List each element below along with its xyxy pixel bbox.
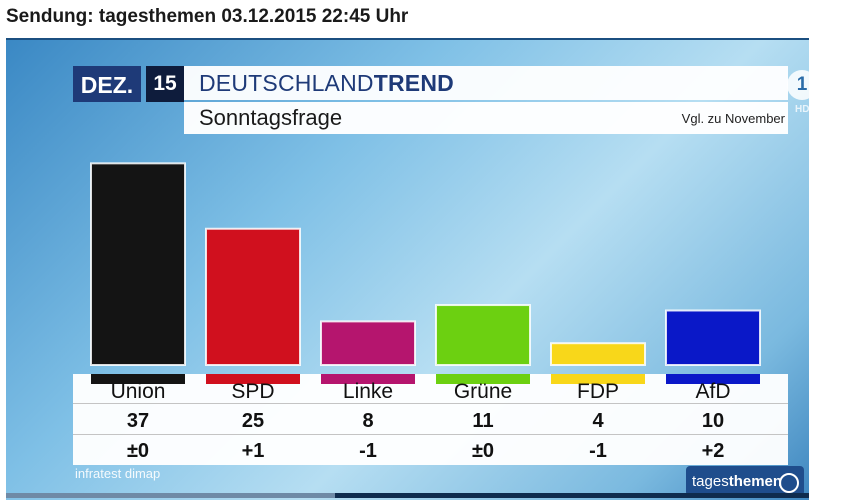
bar-chart: [90, 162, 761, 367]
video-progress-track[interactable]: [6, 493, 809, 498]
legend-strip-afd: [666, 374, 760, 384]
comparison-note: Vgl. zu November: [681, 111, 785, 126]
ard-ring-icon: [779, 473, 799, 493]
tagesthemen-logo-part1: tages: [692, 473, 729, 490]
bar-spd: [205, 227, 301, 366]
subtitle-banner: [184, 102, 788, 134]
chart-subtitle: Sonntagsfrage: [199, 105, 343, 130]
party-label: SPD: [231, 380, 275, 403]
legend-strip-grüne: [436, 374, 530, 384]
tagesthemen-logo-text: tagesthemen: [692, 468, 782, 496]
party-value: 11: [472, 410, 494, 432]
party-change: -1: [359, 440, 377, 462]
screen-edge: [6, 38, 809, 40]
brand-title-part1: DEUTSCHLAND: [199, 70, 374, 96]
party-change: +1: [241, 440, 265, 462]
brand-title: DEUTSCHLANDTREND: [199, 68, 454, 98]
party-value: 25: [241, 410, 265, 432]
party-change: -1: [589, 440, 607, 462]
legend-strip-spd: [206, 374, 300, 384]
legend-strip-fdp: [551, 374, 645, 384]
table-divider: [73, 434, 788, 435]
party-label: AfD: [695, 380, 731, 403]
party-value: 4: [592, 410, 604, 432]
hd-label: HD: [795, 104, 809, 115]
party-change: ±0: [471, 440, 495, 462]
legend-strip-union: [91, 374, 185, 384]
party-value: 37: [126, 410, 150, 432]
bar-union: [90, 162, 186, 366]
page-title: Sendung: tagesthemen 03.12.2015 22:45 Uh…: [6, 6, 409, 27]
bar-grüne: [435, 304, 531, 366]
year-badge: 15: [146, 66, 184, 102]
results-table: Union 37 ±0 SPD 25 +1 Linke 8 -1 Grüne 11 ±0 FDP 4 -1 A…: [73, 374, 788, 465]
bar-afd: [665, 309, 761, 366]
brand-title-part2: TREND: [373, 70, 454, 96]
bar-fdp: [550, 342, 646, 367]
table-divider: [73, 403, 788, 404]
bar-linke: [320, 320, 416, 366]
title-banner: [184, 66, 788, 100]
source-label: infratest dimap: [75, 466, 161, 481]
party-value: 8: [362, 410, 374, 432]
party-change: ±0: [126, 440, 150, 462]
ard-logo-icon: 1: [787, 70, 809, 100]
party-label: FDP: [577, 380, 619, 403]
tagesthemen-logo-part2: themen: [728, 473, 783, 490]
party-label: Grüne: [453, 380, 513, 403]
video-progress-fill: [6, 493, 336, 498]
party-label: Linke: [342, 380, 394, 403]
tv-screen: DEZ. 15 DEUTSCHLANDTREND Sonntagsfrage V…: [6, 38, 809, 500]
legend-strip-linke: [321, 374, 415, 384]
party-value: 10: [701, 410, 725, 432]
month-badge: DEZ.: [73, 66, 141, 102]
party-label: Union: [110, 380, 166, 403]
party-change: +2: [701, 440, 725, 462]
